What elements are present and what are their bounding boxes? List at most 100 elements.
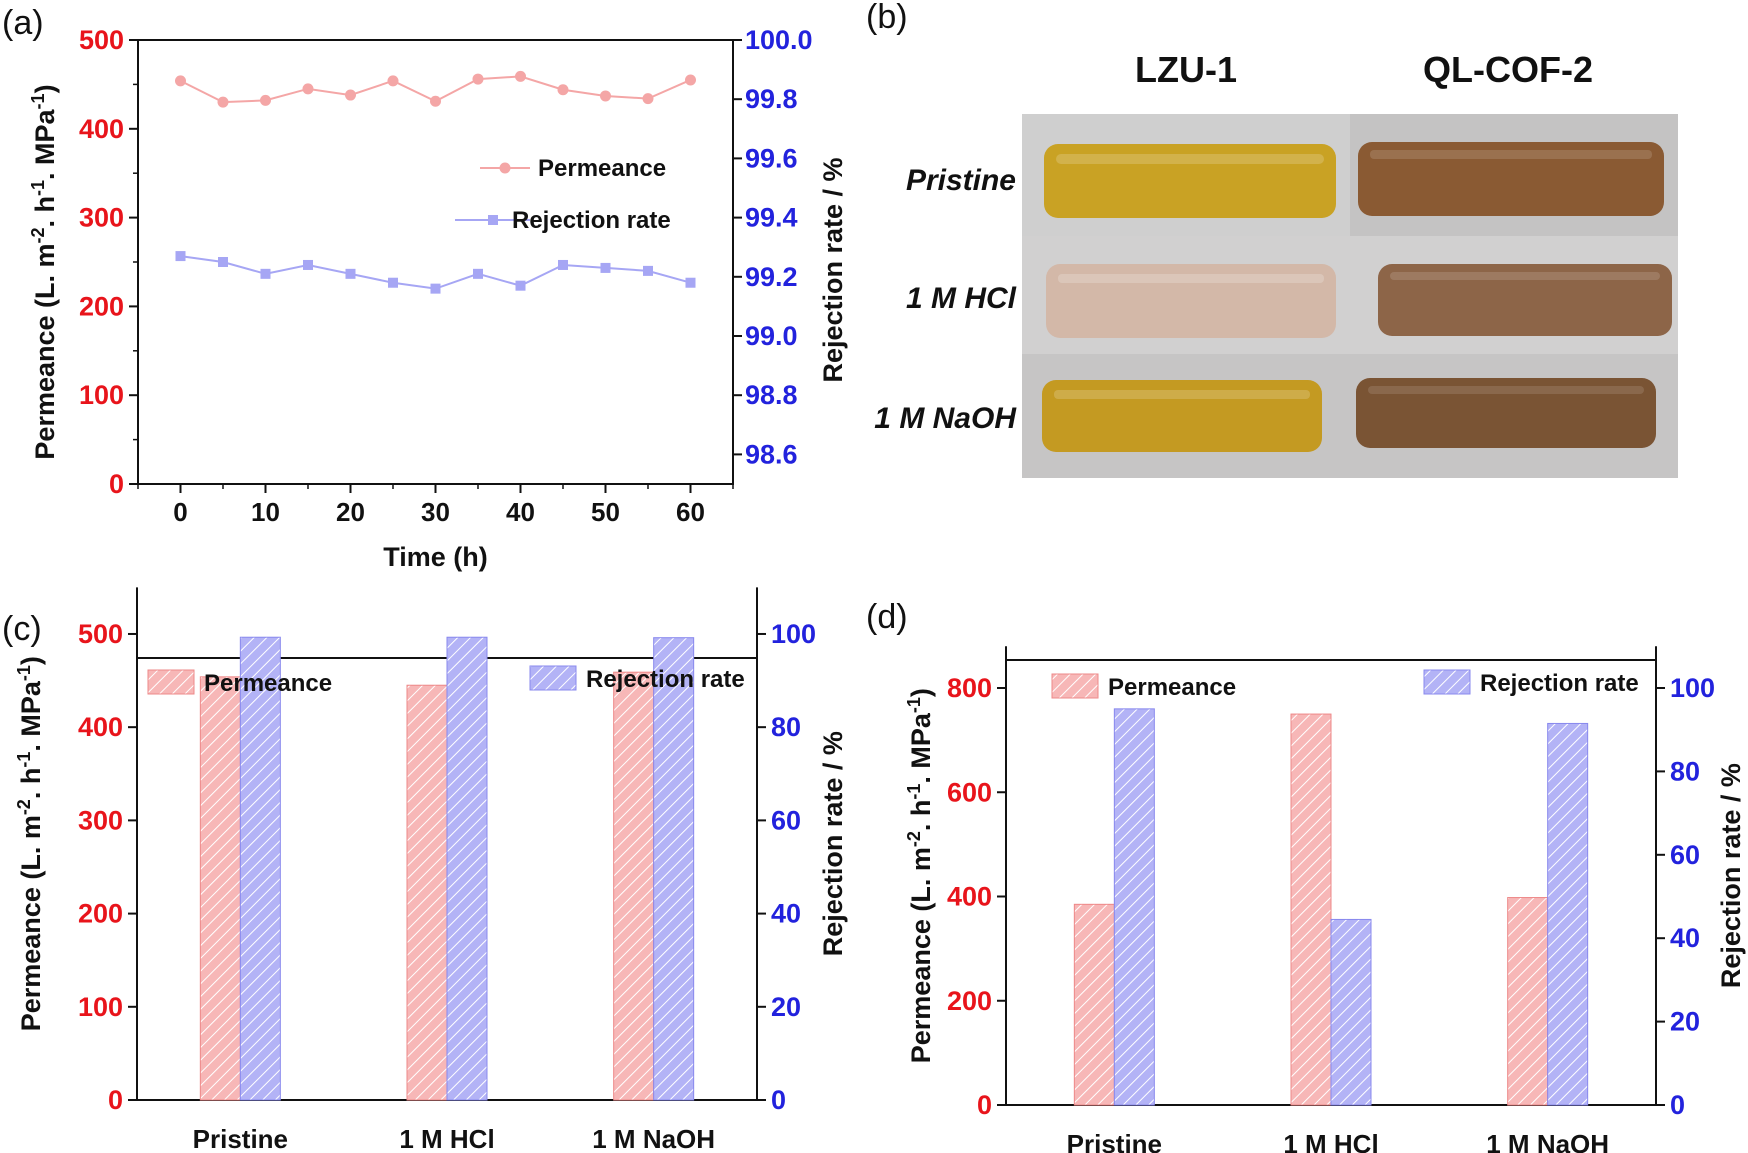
- y-left-tick-label: 500: [79, 25, 124, 55]
- legend-marker: [488, 215, 498, 225]
- data-point: [515, 280, 526, 291]
- panel-c-bar-chart: 0 100 200 300 400 500 0 20 40 60 80 100 Pristine 1 M …: [14, 587, 848, 1153]
- y-left-axis-title: Permeance (L. m-2. h-1. MPa-1): [904, 688, 936, 1063]
- legend-marker: [499, 162, 511, 174]
- rod-highlight: [1056, 154, 1324, 164]
- data-point: [175, 251, 186, 262]
- y-right-tick-label: 80: [1670, 756, 1700, 786]
- rod-ql-hcl: [1378, 264, 1672, 336]
- data-point: [600, 90, 611, 102]
- panel-a-line-chart: 010020030040050098.698.899.099.299.499.6…: [28, 25, 848, 572]
- rod-ql-naoh: [1356, 378, 1656, 448]
- legend-swatch: [529, 665, 577, 691]
- y-left-tick-label: 400: [947, 882, 992, 912]
- x-tick-label: 30: [421, 497, 450, 527]
- x-tick-label: 60: [676, 497, 705, 527]
- y-right-tick-label: 100.0: [745, 25, 813, 55]
- panel-d-bar-chart: 0 200 400 600 800 0 20 40 60 80 100 Pristine 1 M HCl…: [904, 646, 1746, 1153]
- y-left-tick-label: 200: [78, 899, 123, 929]
- y-right-tick-label: 98.8: [745, 380, 798, 410]
- y-right-tick-label: 20: [1670, 1007, 1700, 1037]
- bar-rejection: [239, 636, 281, 1101]
- bar-permeance: [613, 671, 655, 1101]
- x-tick-label: 50: [591, 497, 620, 527]
- y-left-tick-label: 300: [78, 805, 123, 835]
- rod-ql-pristine: [1358, 142, 1664, 216]
- y-right-axis-title: Rejection rate / %: [818, 731, 848, 956]
- y-right-tick-label: 20: [771, 992, 801, 1022]
- rod-lzu-pristine: [1044, 144, 1336, 218]
- data-point: [345, 268, 356, 279]
- panel-label-c: (c): [2, 610, 42, 648]
- rod-lzu-naoh: [1042, 380, 1322, 452]
- rod-highlight: [1368, 386, 1644, 394]
- photo-column-label-lzu: LZU-1: [1135, 49, 1237, 90]
- rod-highlight: [1370, 150, 1652, 159]
- y-right-tick-label: 99.8: [745, 84, 798, 114]
- photo-row-label-hcl: 1 M HCl: [906, 282, 1017, 315]
- y-right-tick-label: 80: [771, 712, 801, 742]
- x-tick-label: 10: [251, 497, 280, 527]
- y-left-tick-label: 400: [78, 712, 123, 742]
- legend-swatch: [147, 669, 195, 695]
- y-left-tick-label: 400: [79, 114, 124, 144]
- legend-label: Permeance: [538, 155, 666, 182]
- data-point: [473, 268, 483, 279]
- data-point: [557, 84, 569, 96]
- y-left-tick-label: 200: [947, 986, 992, 1016]
- bar-permeance: [199, 676, 241, 1101]
- bar-permeance: [1073, 903, 1115, 1106]
- data-point: [175, 75, 186, 87]
- data-point: [217, 96, 229, 108]
- y-left-tick-label: 100: [79, 380, 124, 410]
- legend-label: Permeance: [204, 670, 332, 697]
- data-point: [685, 277, 696, 288]
- y-left-tick-label: 0: [977, 1090, 992, 1120]
- data-point: [685, 74, 696, 86]
- photo-column-label-ql: QL-COF-2: [1423, 49, 1593, 90]
- x-category-label: Pristine: [1067, 1129, 1162, 1153]
- bar-rejection: [1330, 918, 1372, 1106]
- y-left-tick-label: 200: [79, 291, 124, 321]
- data-point: [515, 70, 526, 82]
- rod-lzu-hcl: [1046, 264, 1336, 338]
- panel-label-a: (a): [2, 4, 44, 42]
- y-right-tick-label: 99.2: [745, 262, 798, 292]
- y-left-axis-title: Permeance (L. m-2. h-1. MPa-1): [14, 656, 46, 1031]
- data-point: [260, 268, 271, 279]
- legend-label: Rejection rate: [1480, 670, 1639, 697]
- photo-row-label-pristine: Pristine: [906, 164, 1016, 197]
- bar-rejection: [1547, 722, 1589, 1106]
- bar-rejection: [1113, 708, 1155, 1106]
- data-point: [600, 262, 611, 273]
- y-left-axis-title: Permeance (L. m-2. h-1. MPa-1): [28, 84, 60, 459]
- x-category-label: 1 M HCl: [399, 1124, 494, 1153]
- data-point: [388, 277, 398, 288]
- y-right-tick-label: 100: [1670, 673, 1715, 703]
- data-point: [302, 83, 314, 95]
- bar-permeance: [406, 684, 448, 1101]
- legend-label: Rejection rate: [586, 666, 745, 693]
- bar-rejection: [653, 637, 695, 1101]
- x-tick-label: 0: [173, 497, 187, 527]
- data-point: [430, 95, 441, 107]
- data-point: [387, 75, 399, 87]
- x-category-label: 1 M NaOH: [1486, 1129, 1609, 1153]
- data-point: [303, 259, 313, 270]
- x-tick-label: 40: [506, 497, 535, 527]
- y-right-tick-label: 99.4: [745, 203, 798, 233]
- y-right-tick-label: 99.0: [745, 321, 798, 351]
- y-right-axis-title: Rejection rate / %: [818, 157, 848, 382]
- photo-row-label-naoh: 1 M NaOH: [874, 402, 1017, 435]
- y-left-tick-label: 800: [947, 673, 992, 703]
- y-right-tick-label: 40: [771, 899, 801, 929]
- data-point: [218, 257, 228, 267]
- y-right-tick-label: 0: [1670, 1090, 1685, 1120]
- x-category-label: 1 M NaOH: [592, 1124, 715, 1153]
- data-point: [472, 73, 484, 85]
- y-right-tick-label: 60: [1670, 840, 1700, 870]
- data-point: [642, 93, 654, 105]
- y-right-tick-label: 99.6: [745, 143, 798, 173]
- x-axis-title: Time (h): [383, 542, 488, 572]
